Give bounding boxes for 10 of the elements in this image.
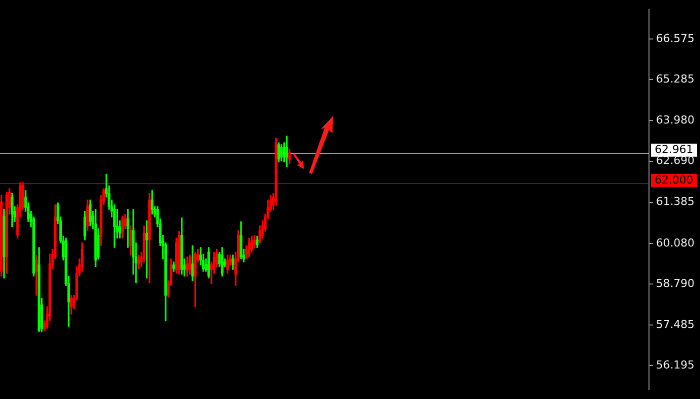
y-tick-label: 56.195 (656, 358, 694, 372)
y-tick-label: 61.385 (656, 195, 694, 208)
y-tick-label: 57.485 (656, 318, 694, 331)
y-tick-label: 65.285 (656, 72, 694, 86)
ref-line-label: 62.961 (654, 143, 694, 156)
y-tick-label: 66.575 (656, 32, 694, 45)
y-tick-label: 60.080 (656, 236, 694, 250)
ref-line-label: 62.000 (654, 173, 694, 186)
y-tick-label: 58.790 (656, 276, 694, 290)
y-tick-label: 63.980 (656, 114, 694, 127)
